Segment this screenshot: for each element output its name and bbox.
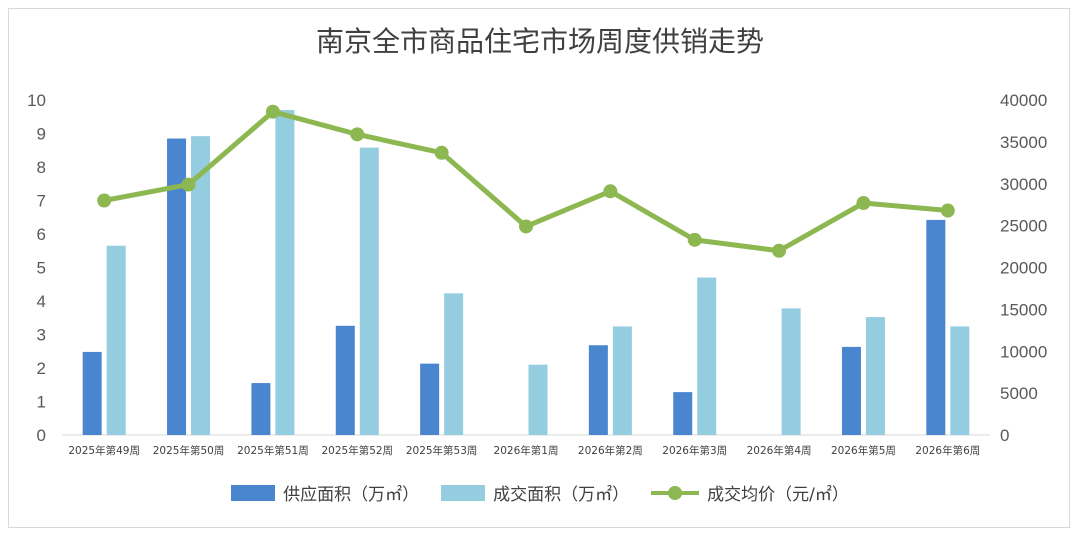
legend-label-supply: 供应面积（万㎡） xyxy=(283,485,420,505)
sales-bar xyxy=(697,277,717,435)
right-tick-label: 40000 xyxy=(1000,91,1047,110)
price-point xyxy=(603,184,618,199)
left-tick-label: 3 xyxy=(37,326,46,345)
legend-label-price: 成交均价（元/㎡） xyxy=(707,485,849,505)
supply-bar xyxy=(82,351,102,435)
left-tick-label: 0 xyxy=(37,426,46,445)
legend-swatch-price xyxy=(651,485,700,501)
supply-bar xyxy=(841,346,861,435)
legend-swatch-supply xyxy=(231,484,276,501)
left-tick-label: 4 xyxy=(37,292,46,311)
x-tick-label: 2026年第1周 xyxy=(494,444,559,457)
legend-item-price: 成交均价（元/㎡） xyxy=(651,480,849,505)
left-tick-label: 5 xyxy=(37,259,46,278)
sales-bar xyxy=(612,326,632,435)
supply-bar xyxy=(926,219,946,435)
legend-item-supply: 供应面积（万㎡） xyxy=(231,480,419,505)
price-point xyxy=(940,203,955,218)
right-tick-label: 0 xyxy=(1000,426,1009,445)
legend: 供应面积（万㎡） 成交面积（万㎡） 成交均价（元/㎡） xyxy=(0,480,1080,505)
right-tick-label: 15000 xyxy=(1000,300,1047,319)
x-tick-label: 2025年第49周 xyxy=(68,444,140,457)
x-tick-label: 2026年第5周 xyxy=(831,444,896,457)
sales-bar xyxy=(781,308,801,435)
right-tick-label: 30000 xyxy=(1000,175,1047,194)
left-tick-label: 6 xyxy=(37,225,46,244)
supply-bar xyxy=(673,392,693,435)
bars xyxy=(82,110,970,436)
left-tick-label: 7 xyxy=(37,192,46,211)
sales-bar xyxy=(275,110,295,436)
right-axis: 0 5000 10000 15000 20000 25000 30000 35000 40000 xyxy=(1000,91,1047,445)
price-point xyxy=(856,196,871,211)
right-tick-label: 35000 xyxy=(1000,133,1047,152)
x-tick-label: 2025年第51周 xyxy=(237,444,309,457)
chart-title: 南京全市商品住宅市场周度供销走势 xyxy=(315,25,764,58)
price-point xyxy=(772,243,787,258)
price-point xyxy=(97,193,112,208)
supply-bar xyxy=(167,138,187,435)
price-line xyxy=(97,104,955,258)
price-point xyxy=(519,219,533,234)
x-axis: 2025年第49周 2025年第50周 2025年第51周 2025年第52周 2025… xyxy=(68,444,980,457)
supply-bar xyxy=(335,325,355,435)
left-tick-label: 9 xyxy=(37,125,46,144)
x-tick-label: 2025年第53周 xyxy=(406,444,478,457)
price-point xyxy=(434,145,449,160)
left-axis: 0 1 2 3 4 5 6 7 8 9 10 xyxy=(27,91,46,445)
legend-label-sales: 成交面积（万㎡） xyxy=(493,485,630,505)
sales-bar xyxy=(528,364,548,435)
x-tick-label: 2025年第52周 xyxy=(321,444,393,457)
legend-swatch-sales xyxy=(441,484,486,501)
left-tick-label: 8 xyxy=(37,158,46,177)
sales-bar xyxy=(950,326,970,435)
supply-bar xyxy=(588,345,608,435)
sales-bar xyxy=(444,293,464,435)
sales-bar xyxy=(106,245,126,435)
price-point xyxy=(687,232,702,247)
right-tick-label: 5000 xyxy=(1000,384,1038,403)
price-point xyxy=(181,177,196,192)
left-tick-label: 10 xyxy=(27,91,46,110)
x-tick-label: 2025年第50周 xyxy=(153,444,225,457)
sales-bar xyxy=(359,147,379,435)
price-point xyxy=(350,127,365,142)
left-tick-label: 1 xyxy=(37,393,46,412)
right-tick-label: 25000 xyxy=(1000,217,1047,236)
supply-bar xyxy=(420,363,440,435)
x-tick-label: 2026年第2周 xyxy=(578,444,643,457)
sales-bar xyxy=(865,317,885,435)
supply-bar xyxy=(251,383,271,435)
legend-item-sales: 成交面积（万㎡） xyxy=(441,480,629,505)
price-point xyxy=(265,104,280,119)
sales-bar xyxy=(191,136,211,435)
right-tick-label: 10000 xyxy=(1000,342,1047,361)
x-tick-label: 2026年第6周 xyxy=(915,444,980,457)
x-tick-label: 2026年第3周 xyxy=(662,444,727,457)
right-tick-label: 20000 xyxy=(1000,259,1047,278)
x-tick-label: 2026年第4周 xyxy=(747,444,812,457)
left-tick-label: 2 xyxy=(37,359,46,378)
